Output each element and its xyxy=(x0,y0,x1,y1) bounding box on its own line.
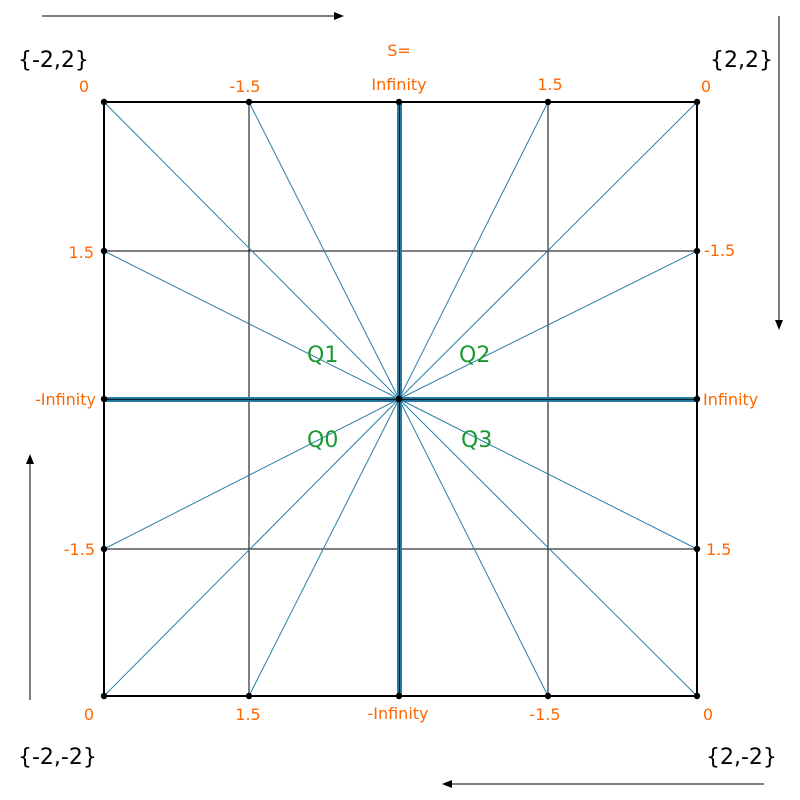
slope-labels: S= 0 -1.5 Infinity 1.5 0 -1.5 Infinity 1… xyxy=(35,41,758,724)
node xyxy=(100,247,108,255)
node xyxy=(395,98,403,106)
ray xyxy=(103,101,400,400)
ray xyxy=(248,398,400,697)
node xyxy=(395,692,403,700)
bottom-value: 0 xyxy=(84,705,94,724)
node xyxy=(693,692,701,700)
ray xyxy=(103,398,400,550)
bottom-value: 0 xyxy=(703,705,713,724)
ray xyxy=(398,398,698,697)
corner-top-left: {-2,2} xyxy=(18,48,89,73)
bottom-value: -1.5 xyxy=(529,705,560,724)
top-value: 0 xyxy=(701,77,711,96)
ray xyxy=(398,250,698,400)
ray xyxy=(398,398,698,550)
node xyxy=(245,98,253,106)
nodes xyxy=(100,98,701,700)
quadrant-labels: Q0 Q1 Q2 Q3 xyxy=(307,343,492,453)
left-value: -1.5 xyxy=(64,540,95,559)
direction-arrows xyxy=(26,12,783,788)
bottom-value: -Infinity xyxy=(367,704,428,723)
node xyxy=(100,545,108,553)
ray xyxy=(248,101,400,400)
node xyxy=(100,98,108,106)
node xyxy=(544,98,552,106)
node xyxy=(100,395,108,403)
ray xyxy=(103,398,400,697)
right-value: -1.5 xyxy=(704,241,735,260)
node xyxy=(395,395,403,403)
corner-bottom-right: {2,-2} xyxy=(706,745,777,770)
quadrant-q1: Q1 xyxy=(307,343,338,368)
ray xyxy=(103,250,400,400)
ray xyxy=(398,101,698,400)
node xyxy=(544,692,552,700)
node xyxy=(245,692,253,700)
ray xyxy=(398,398,549,697)
quadrant-q0: Q0 xyxy=(307,428,338,453)
bottom-value: 1.5 xyxy=(235,705,260,724)
left-arrowhead xyxy=(26,454,34,464)
right-arrowhead xyxy=(775,320,783,330)
quadrant-q3: Q3 xyxy=(461,428,492,453)
ray xyxy=(398,101,549,400)
node xyxy=(693,395,701,403)
corner-top-right: {2,2} xyxy=(710,48,773,73)
left-value: -Infinity xyxy=(35,390,96,409)
node xyxy=(100,692,108,700)
bottom-arrowhead xyxy=(442,780,452,788)
s-label: S= xyxy=(387,41,411,60)
top-arrowhead xyxy=(334,12,344,20)
top-value: 0 xyxy=(79,77,89,96)
right-value: Infinity xyxy=(703,390,758,409)
top-value: 1.5 xyxy=(537,75,562,94)
top-value: Infinity xyxy=(371,75,426,94)
quadrant-q2: Q2 xyxy=(459,343,490,368)
node xyxy=(693,545,701,553)
corner-bottom-left: {-2,-2} xyxy=(18,745,97,770)
left-value: 1.5 xyxy=(69,243,94,262)
node xyxy=(693,247,701,255)
top-value: -1.5 xyxy=(229,77,260,96)
right-value: 1.5 xyxy=(706,540,731,559)
corner-labels: {-2,2} {2,2} {-2,-2} {2,-2} xyxy=(18,48,777,770)
node xyxy=(693,98,701,106)
rays xyxy=(103,101,698,697)
